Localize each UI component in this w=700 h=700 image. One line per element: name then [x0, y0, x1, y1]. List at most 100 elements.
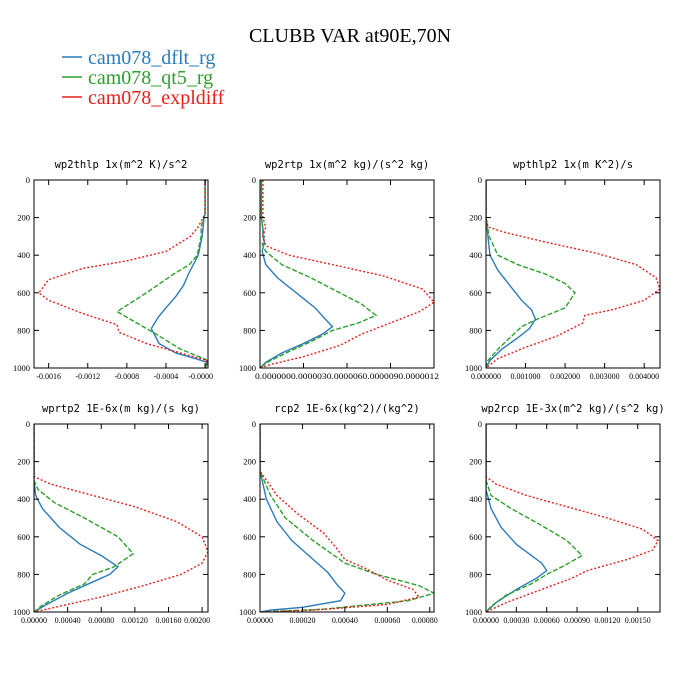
x-tick-label: 0.00060 [374, 616, 400, 625]
x-tick-label: 0.00120 [122, 616, 148, 625]
plot-frame [259, 423, 435, 613]
y-tick-label: 0 [478, 175, 482, 185]
series-line [260, 424, 346, 612]
plot-frame [485, 179, 661, 369]
x-tick-label: 0.00080 [88, 616, 114, 625]
y-tick-label: 400 [17, 250, 30, 260]
x-tick-label: 0.001000 [511, 372, 541, 381]
y-tick-label: 800 [243, 569, 256, 579]
series-line [115, 180, 208, 368]
series-line [150, 180, 208, 368]
y-tick-label: 0 [252, 175, 256, 185]
y-tick-label: 400 [243, 250, 256, 260]
y-tick-label: 1000 [239, 607, 256, 617]
y-tick-label: 0 [478, 419, 482, 429]
series-line [486, 424, 659, 612]
y-tick-label: 400 [17, 494, 30, 504]
x-tick-label: 0.00000 [247, 616, 273, 625]
y-tick-label: 800 [469, 569, 482, 579]
y-tick-label: 600 [243, 532, 256, 542]
panel-title: rcp2 1E-6x(kg^2)/(kg^2) [274, 403, 419, 415]
panel-title: wp2rcp 1E-3x(m^2 kg)/(s^2 kg) [481, 403, 664, 415]
panels: wp2thlp 1x(m^2 K)/s^2 0 200 400 600 800 1000 -0… [13, 159, 665, 625]
series-line [486, 180, 576, 368]
y-tick-label: 400 [469, 494, 482, 504]
y-tick-label: 200 [469, 457, 482, 467]
x-tick-label: -0.0004 [154, 372, 179, 381]
plot-frame [259, 179, 435, 369]
y-tick-label: 1000 [13, 363, 30, 373]
legend-label-0: cam078_dflt_rg [88, 47, 215, 69]
panel-4: rcp2 1E-6x(kg^2)/(kg^2) 0 200 400 600 800 1000… [239, 403, 438, 625]
x-tick-label: -0.0008 [115, 372, 140, 381]
y-tick-label: 200 [243, 213, 256, 223]
x-tick-label: 0.00120 [594, 616, 620, 625]
y-tick-label: 200 [469, 213, 482, 223]
y-tick-label: 1000 [465, 363, 482, 373]
panel-1: wp2rtp 1x(m^2 kg)/(s^2 kg) 0 200 400 600 800 1… [239, 159, 439, 381]
x-tick-label: 0.00000 [21, 616, 47, 625]
y-tick-label: 600 [243, 288, 256, 298]
panel-title: wp2rtp 1x(m^2 kg)/(s^2 kg) [265, 159, 429, 171]
panel-title: wpthlp2 1x(m K^2)/s [513, 159, 633, 171]
y-tick-label: 0 [26, 419, 30, 429]
x-tick-label: 0.00200 [184, 616, 210, 625]
legend-label-2: cam078_expldiff [88, 87, 225, 109]
y-tick-label: 400 [243, 494, 256, 504]
y-tick-label: 200 [243, 457, 256, 467]
series-line [486, 180, 537, 368]
x-tick-label: -0.0012 [75, 372, 100, 381]
x-tick-label: 0.003000 [590, 372, 620, 381]
x-tick-label: 0.00150 [625, 616, 651, 625]
panel-title: wp2thlp 1x(m^2 K)/s^2 [55, 159, 188, 171]
figure-title: CLUBB VAR at90E,70N [249, 25, 451, 47]
y-tick-label: 0 [252, 419, 256, 429]
x-tick-label: 0.004000 [629, 372, 659, 381]
y-tick-label: 600 [17, 532, 30, 542]
plot-frame [33, 423, 209, 613]
plot-frame [485, 423, 661, 613]
y-tick-label: 800 [243, 325, 256, 335]
y-tick-label: 1000 [465, 607, 482, 617]
y-tick-label: 600 [469, 532, 482, 542]
x-tick-label: 0.00020 [289, 616, 315, 625]
series-line [486, 424, 584, 612]
x-tick-label: 0.00090 [564, 616, 590, 625]
x-tick-label: 0.00040 [332, 616, 358, 625]
y-tick-label: 1000 [13, 607, 30, 617]
series-line [260, 424, 434, 612]
series-line [260, 180, 378, 368]
x-tick-label: 0.000000 [471, 372, 501, 381]
x-tick-label: -0.0000 [188, 372, 213, 381]
panel-3: wprtp2 1E-6x(m kg)/(s kg) 0 200 400 600 800 10… [13, 403, 210, 625]
y-tick-label: 200 [17, 213, 30, 223]
x-tick-label: 0.0000000.0000030.0000060.0000090.000001… [255, 372, 439, 381]
x-tick-label: 0.00160 [155, 616, 181, 625]
plot-frame [33, 179, 209, 369]
series-line [34, 424, 208, 612]
y-tick-label: 800 [17, 325, 30, 335]
y-tick-label: 600 [17, 288, 30, 298]
series-line [486, 424, 548, 612]
y-tick-label: 800 [469, 325, 482, 335]
legend-label-1: cam078_qt5_rg [88, 67, 213, 89]
series-line [260, 180, 334, 368]
series-line [37, 180, 208, 368]
series-line [260, 424, 421, 612]
x-tick-label: 0.00060 [534, 616, 560, 625]
y-tick-label: 1000 [239, 363, 256, 373]
x-tick-label: -0.0016 [36, 372, 61, 381]
series-line [34, 424, 120, 612]
y-tick-label: 800 [17, 569, 30, 579]
y-tick-label: 600 [469, 288, 482, 298]
panel-5: wp2rcp 1E-3x(m^2 kg)/(s^2 kg) 0 200 400 600 8… [465, 403, 665, 625]
x-tick-label: 0.00040 [55, 616, 81, 625]
panel-title: wprtp2 1E-6x(m kg)/(s kg) [42, 403, 200, 415]
y-tick-label: 0 [26, 175, 30, 185]
x-tick-label: 0.00080 [412, 616, 438, 625]
legend: cam078_dflt_rg cam078_qt5_rg cam078_expl… [62, 47, 225, 109]
y-tick-label: 200 [17, 457, 30, 467]
panel-0: wp2thlp 1x(m^2 K)/s^2 0 200 400 600 800 1000 -0… [13, 159, 213, 381]
y-tick-label: 400 [469, 250, 482, 260]
